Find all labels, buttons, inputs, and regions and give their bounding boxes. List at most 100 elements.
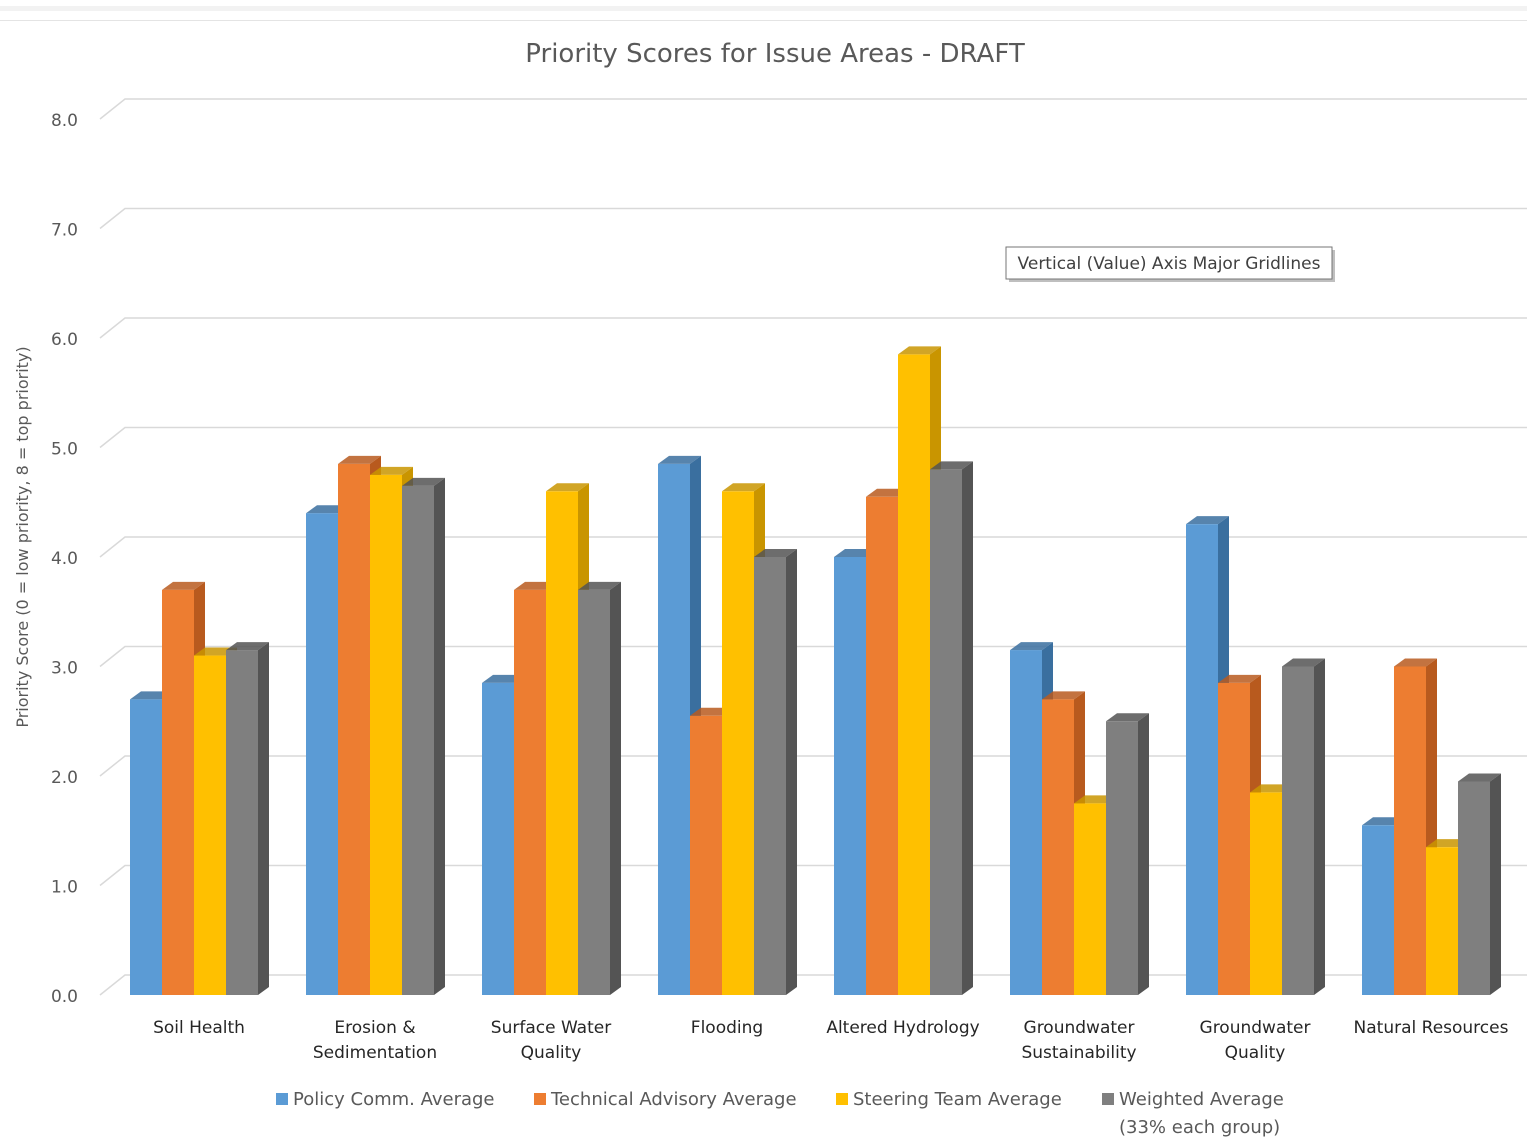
bar-top <box>402 477 445 486</box>
bar <box>1426 847 1458 995</box>
bar <box>226 650 258 995</box>
y-tick-label: 1.0 <box>51 878 78 898</box>
bar-top <box>722 483 765 492</box>
bar-top <box>226 642 269 651</box>
bar <box>402 485 434 995</box>
bar <box>338 463 370 995</box>
legend-swatch <box>276 1093 288 1105</box>
bar <box>1186 524 1218 995</box>
y-tick-label: 4.0 <box>51 549 78 569</box>
bar <box>1282 666 1314 995</box>
x-tick-label: Groundwater <box>1200 1018 1311 1038</box>
bar-top <box>658 455 701 464</box>
x-tick-label: Erosion & <box>334 1018 415 1038</box>
bar <box>754 557 786 995</box>
bar <box>306 513 338 995</box>
bar <box>194 655 226 995</box>
x-tick-label: Soil Health <box>153 1018 245 1038</box>
bar <box>1042 699 1074 995</box>
bar-top <box>1282 658 1325 667</box>
bar <box>1458 781 1490 995</box>
legend-swatch <box>534 1093 546 1105</box>
bar-top <box>370 466 413 475</box>
y-tick-label: 2.0 <box>51 768 78 788</box>
legend-label: Steering Team Average <box>853 1089 1062 1110</box>
bar-side <box>1490 773 1501 995</box>
bar-side <box>962 461 973 995</box>
bar-top <box>1218 674 1261 683</box>
bar <box>370 474 402 995</box>
bar <box>658 463 690 995</box>
legend-label: Weighted Average <box>1119 1089 1284 1110</box>
bar <box>898 354 930 995</box>
x-tick-label: Quality <box>521 1043 582 1063</box>
gridline <box>99 98 1527 120</box>
x-tick-label: Altered Hydrology <box>826 1018 979 1038</box>
tooltip-box <box>1005 246 1333 280</box>
x-tick-label: Groundwater <box>1024 1018 1135 1038</box>
bar <box>482 682 514 995</box>
bar <box>546 491 578 995</box>
legend-swatch <box>1102 1093 1114 1105</box>
bar-side <box>1138 713 1149 995</box>
legend-label: Policy Comm. Average <box>293 1089 495 1110</box>
bar <box>1362 825 1394 995</box>
legend-swatch <box>836 1093 848 1105</box>
bar <box>1394 666 1426 995</box>
x-tick-label: Flooding <box>691 1018 763 1038</box>
bar <box>930 469 962 995</box>
bar-top <box>1458 773 1501 782</box>
bar-side <box>434 477 445 995</box>
bar <box>1218 682 1250 995</box>
bar-side <box>786 549 797 995</box>
gridline <box>99 426 1527 449</box>
bar <box>514 589 546 995</box>
legend-label-line2: (33% each group) <box>1119 1117 1280 1138</box>
y-tick-label: 3.0 <box>51 659 78 679</box>
bar-top <box>546 483 589 492</box>
y-tick-label: 7.0 <box>51 221 78 241</box>
gridline <box>99 317 1527 339</box>
tooltip-text: Vertical (Value) Axis Major Gridlines <box>1018 254 1321 274</box>
x-tick-label: Sustainability <box>1021 1043 1136 1063</box>
bar-top <box>338 455 381 464</box>
bar-top <box>1394 658 1437 667</box>
bar-top <box>1186 516 1229 525</box>
x-tick-label: Sedimentation <box>313 1043 437 1063</box>
y-tick-label: 8.0 <box>51 111 78 131</box>
bar-top <box>754 549 797 557</box>
x-tick-label: Surface Water <box>491 1018 611 1038</box>
bar <box>834 557 866 995</box>
bar-top <box>930 461 973 470</box>
x-tick-label: Quality <box>1225 1043 1286 1063</box>
bar-top <box>162 581 205 590</box>
bar-top <box>1042 691 1085 700</box>
bar <box>1250 792 1282 995</box>
gridline <box>99 645 1527 668</box>
legend-label: Technical Advisory Average <box>550 1089 797 1110</box>
bar <box>162 589 194 995</box>
bar <box>1010 650 1042 995</box>
gridline <box>99 536 1527 558</box>
bar <box>722 491 754 995</box>
bar <box>866 496 898 995</box>
bar-top <box>578 581 621 590</box>
bar <box>1106 721 1138 995</box>
bar-side <box>610 581 621 995</box>
y-tick-label: 5.0 <box>51 440 78 460</box>
y-tick-label: 6.0 <box>51 330 78 350</box>
bar <box>130 699 162 995</box>
bar <box>1074 803 1106 995</box>
bar-side <box>1314 658 1325 995</box>
y-axis-label: Priority Score (0 = low priority, 8 = to… <box>13 346 32 727</box>
bar <box>690 715 722 995</box>
y-tick-label: 0.0 <box>51 987 78 1007</box>
gridline <box>99 207 1527 230</box>
bar-side <box>258 642 269 995</box>
x-tick-label: Natural Resources <box>1354 1018 1509 1038</box>
bar-top <box>898 346 941 355</box>
bar-top <box>1010 642 1053 651</box>
window-top-strip <box>0 0 1527 21</box>
bar <box>578 589 610 995</box>
